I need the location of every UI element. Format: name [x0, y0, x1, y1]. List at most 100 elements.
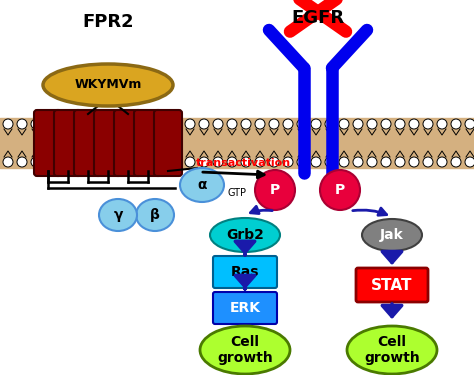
Text: β: β	[150, 208, 160, 222]
FancyBboxPatch shape	[54, 110, 82, 176]
Text: ERK: ERK	[229, 301, 261, 315]
Circle shape	[311, 119, 321, 129]
Circle shape	[395, 119, 405, 129]
Ellipse shape	[200, 326, 290, 374]
Circle shape	[171, 157, 181, 167]
Text: Jak: Jak	[380, 228, 404, 242]
Text: GTP: GTP	[228, 188, 247, 198]
Circle shape	[255, 170, 295, 210]
Text: P: P	[335, 183, 345, 197]
FancyBboxPatch shape	[74, 110, 102, 176]
FancyBboxPatch shape	[356, 268, 428, 302]
Circle shape	[353, 119, 363, 129]
Circle shape	[129, 119, 139, 129]
Text: Ras: Ras	[231, 265, 259, 279]
Text: EGFR: EGFR	[292, 9, 345, 27]
Circle shape	[143, 157, 153, 167]
Ellipse shape	[136, 199, 174, 231]
Circle shape	[101, 157, 111, 167]
Circle shape	[283, 157, 293, 167]
Ellipse shape	[210, 218, 280, 252]
Circle shape	[325, 157, 335, 167]
FancyBboxPatch shape	[94, 110, 122, 176]
Circle shape	[157, 157, 167, 167]
Circle shape	[367, 119, 377, 129]
Circle shape	[45, 157, 55, 167]
Circle shape	[45, 119, 55, 129]
Circle shape	[283, 119, 293, 129]
FancyBboxPatch shape	[34, 110, 62, 176]
Circle shape	[199, 119, 209, 129]
Circle shape	[157, 119, 167, 129]
Circle shape	[73, 157, 83, 167]
Circle shape	[339, 119, 349, 129]
Circle shape	[101, 119, 111, 129]
Circle shape	[31, 119, 41, 129]
Circle shape	[185, 119, 195, 129]
Circle shape	[311, 157, 321, 167]
Text: P: P	[270, 183, 280, 197]
Ellipse shape	[362, 219, 422, 251]
Circle shape	[115, 119, 125, 129]
Circle shape	[73, 119, 83, 129]
Circle shape	[423, 157, 433, 167]
Circle shape	[297, 157, 307, 167]
Circle shape	[3, 119, 13, 129]
Circle shape	[17, 157, 27, 167]
FancyBboxPatch shape	[213, 256, 277, 288]
Circle shape	[213, 119, 223, 129]
Circle shape	[227, 119, 237, 129]
Circle shape	[59, 119, 69, 129]
Text: STAT: STAT	[371, 278, 413, 292]
Circle shape	[3, 157, 13, 167]
Circle shape	[367, 157, 377, 167]
Circle shape	[255, 157, 265, 167]
Circle shape	[241, 157, 251, 167]
Text: WKYMVm: WKYMVm	[74, 78, 142, 92]
Circle shape	[213, 157, 223, 167]
Ellipse shape	[180, 168, 224, 202]
Circle shape	[381, 119, 391, 129]
Circle shape	[17, 119, 27, 129]
FancyBboxPatch shape	[114, 110, 142, 176]
Text: Grb2: Grb2	[226, 228, 264, 242]
Circle shape	[437, 157, 447, 167]
Circle shape	[339, 157, 349, 167]
Text: transactivation: transactivation	[195, 158, 291, 168]
Circle shape	[269, 157, 279, 167]
Circle shape	[115, 157, 125, 167]
Circle shape	[451, 119, 461, 129]
Circle shape	[129, 157, 139, 167]
FancyBboxPatch shape	[134, 110, 162, 176]
Circle shape	[423, 119, 433, 129]
Circle shape	[353, 157, 363, 167]
FancyBboxPatch shape	[154, 110, 182, 176]
Text: γ: γ	[113, 208, 123, 222]
Text: Cell
growth: Cell growth	[217, 335, 273, 365]
Circle shape	[199, 157, 209, 167]
Circle shape	[143, 119, 153, 129]
Ellipse shape	[43, 64, 173, 106]
Text: FPR2: FPR2	[82, 13, 134, 31]
Circle shape	[185, 157, 195, 167]
Circle shape	[465, 119, 474, 129]
Circle shape	[409, 119, 419, 129]
Circle shape	[241, 119, 251, 129]
Circle shape	[437, 119, 447, 129]
Circle shape	[255, 119, 265, 129]
Circle shape	[87, 119, 97, 129]
Circle shape	[451, 157, 461, 167]
Circle shape	[320, 170, 360, 210]
Circle shape	[409, 157, 419, 167]
Text: α: α	[197, 178, 207, 192]
Circle shape	[381, 157, 391, 167]
Circle shape	[325, 119, 335, 129]
Circle shape	[171, 119, 181, 129]
Circle shape	[297, 119, 307, 129]
Circle shape	[87, 157, 97, 167]
Circle shape	[465, 157, 474, 167]
Circle shape	[31, 157, 41, 167]
Ellipse shape	[347, 326, 437, 374]
Text: Cell
growth: Cell growth	[364, 335, 420, 365]
FancyBboxPatch shape	[213, 292, 277, 324]
